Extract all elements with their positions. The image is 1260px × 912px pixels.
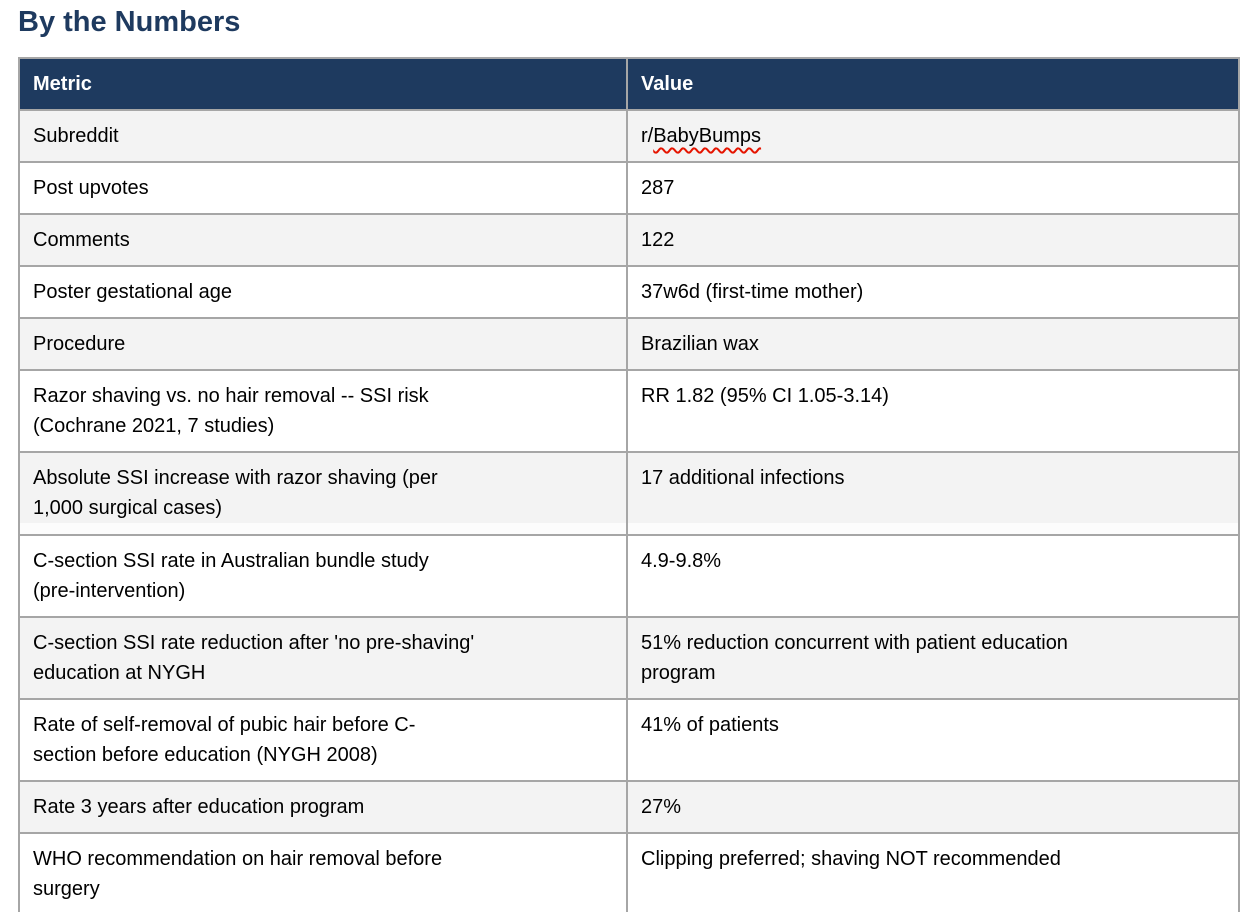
table-row-australian-bundle: C-section SSI rate in Australian bundle … — [20, 534, 1238, 616]
subreddit-prefix: r/ — [641, 125, 654, 147]
table-row-post-upvotes: Post upvotes 287 — [20, 161, 1238, 213]
metric-cell: C-section SSI rate reduction after 'no p… — [20, 618, 628, 698]
metric-cell: Subreddit — [20, 111, 628, 161]
value-cell: Brazilian wax — [641, 333, 759, 355]
value-cell: 287 — [641, 177, 675, 199]
metric-cell: Post upvotes — [20, 163, 628, 213]
value-cell: 4.9-9.8% — [641, 550, 722, 572]
metric-cell: WHO recommendation on hair removal befor… — [20, 834, 628, 912]
table-row-procedure: Procedure Brazilian wax — [20, 317, 1238, 369]
table-row-rate-3-years: Rate 3 years after education program 27% — [20, 780, 1238, 832]
table-row-absolute-ssi: Absolute SSI increase with razor shaving… — [20, 451, 1238, 523]
metric-cell: Poster gestational age — [20, 267, 628, 317]
table-row-comments: Comments 122 — [20, 213, 1238, 265]
metric-cell: Razor shaving vs. no hair removal -- SSI… — [20, 371, 628, 451]
table-row-gestational-age: Poster gestational age 37w6d (first-time… — [20, 265, 1238, 317]
page-title: By the Numbers — [18, 6, 241, 38]
page-break-gap — [20, 523, 1238, 534]
value-cell: 122 — [641, 229, 675, 251]
value-cell: Clipping preferred; shaving NOT recommen… — [641, 848, 1061, 870]
metric-cell: Absolute SSI increase with razor shaving… — [20, 453, 628, 523]
value-cell: 17 additional infections — [641, 467, 845, 489]
metric-cell: C-section SSI rate in Australian bundle … — [20, 536, 628, 616]
metric-cell: Rate 3 years after education program — [20, 782, 628, 832]
metric-cell: Rate of self-removal of pubic hair befor… — [20, 700, 628, 780]
page-break-gap-right — [628, 523, 1238, 534]
table-row-subreddit: Subreddit r/BabyBumps — [20, 109, 1238, 161]
metric-cell: Procedure — [20, 319, 628, 369]
page-break-gap-left — [20, 523, 628, 534]
table-row-razor-vs-none: Razor shaving vs. no hair removal -- SSI… — [20, 369, 1238, 451]
value-cell: r/BabyBumps — [628, 111, 1238, 161]
value-cell: RR 1.82 (95% CI 1.05-3.14) — [641, 385, 889, 407]
table-header-row: Metric Value — [20, 59, 1238, 109]
spellcheck-flagged-word[interactable]: BabyBumps — [653, 125, 762, 147]
by-the-numbers-table: Metric Value Subreddit r/BabyBumps Post … — [18, 57, 1240, 912]
table-row-nygh-reduction: C-section SSI rate reduction after 'no p… — [20, 616, 1238, 698]
value-cell: 27% — [641, 796, 682, 818]
value-cell: 51% reduction concurrent with patient ed… — [641, 632, 1068, 684]
table-row-self-removal: Rate of self-removal of pubic hair befor… — [20, 698, 1238, 780]
column-header-metric: Metric — [20, 59, 628, 109]
value-cell: 41% of patients — [641, 714, 779, 736]
metric-cell: Comments — [20, 215, 628, 265]
table-row-who-recommendation: WHO recommendation on hair removal befor… — [20, 832, 1238, 912]
value-cell: 37w6d (first-time mother) — [641, 281, 864, 303]
column-header-value: Value — [641, 73, 694, 95]
